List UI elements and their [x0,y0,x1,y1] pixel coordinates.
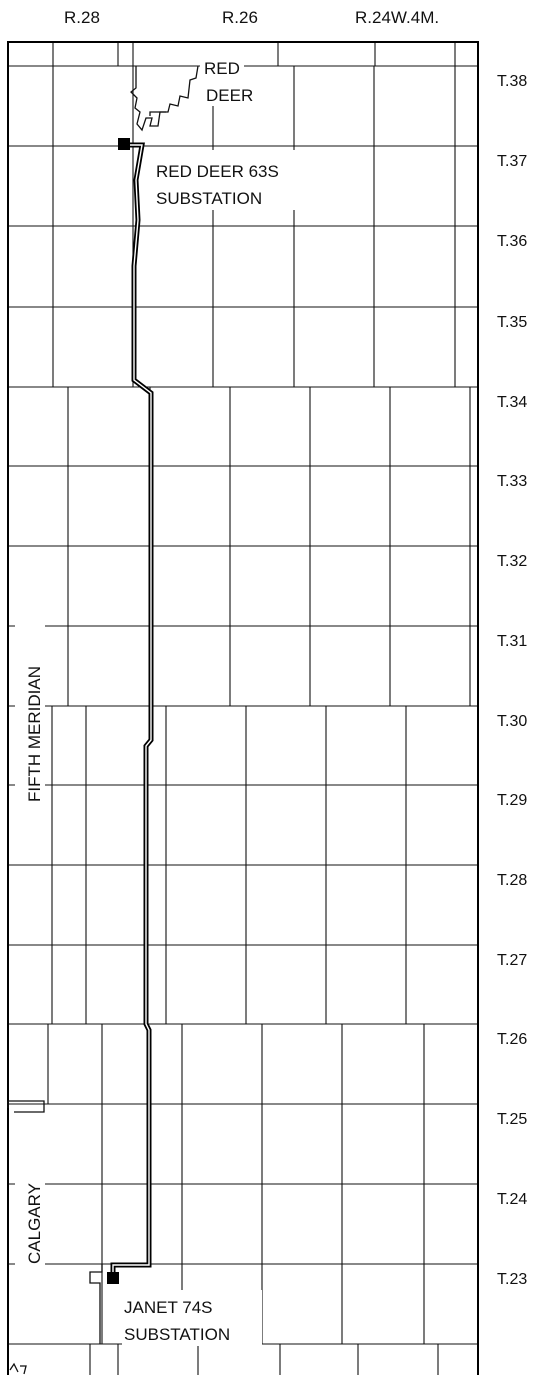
red-deer-substation-label-line2: SUBSTATION [156,189,262,208]
fifth-meridian-label-bg [15,625,45,810]
township-label: T.30 [497,713,527,730]
township-label: T.29 [497,792,527,809]
township-label: T.23 [497,1271,527,1288]
red-deer-label-bg [200,56,244,106]
red-deer-substation-marker [118,138,130,150]
range-label-r26: R.26 [222,8,258,27]
township-label: T.31 [497,633,527,650]
calgary-south-boundary [89,1264,103,1344]
township-label: T.28 [497,872,527,889]
transmission-line-route [110,142,154,1277]
range-label-r28: R.28 [64,8,100,27]
red-deer-label-line1: RED [204,59,240,78]
janet-substation-marker [107,1272,119,1284]
janet-substation-label-line2: SUBSTATION [124,1325,230,1344]
red-deer-city-boundary [130,65,199,132]
township-label: T.38 [497,73,527,90]
calgary-label: CALGARY [25,1183,44,1264]
range-label-r24: R.24W.4M. [355,8,439,27]
calgary-city-boundary [7,1100,45,1113]
township-label: T.26 [497,1031,527,1048]
janet-substation-label-bg [122,1290,262,1346]
township-label: T.36 [497,233,527,250]
red-deer-east-boundary [149,111,166,116]
calgary-label-bg [15,1170,45,1270]
map-frame [7,41,479,1375]
township-label: T.25 [497,1111,527,1128]
red-deer-substation-label-line1: RED DEER 63S [156,162,279,181]
township-labels: T.38 T.37 T.36 T.35 T.34 T.33 T.32 T.31 … [497,73,527,1288]
township-label: T.34 [497,394,527,411]
township-label: T.24 [497,1191,527,1208]
township-label: T.35 [497,314,527,331]
township-grid [8,42,479,1375]
township-label: T.32 [497,553,527,570]
township-label: T.27 [497,952,527,969]
township-label: T.33 [497,473,527,490]
janet-substation-label-line1: JANET 74S [124,1298,213,1317]
calgary-corner-mark [9,1362,27,1375]
red-deer-label-line2: DEER [206,86,253,105]
fifth-meridian-label: FIFTH MERIDIAN [25,666,44,802]
township-label: T.37 [497,153,527,170]
red-deer-substation-label-bg [154,150,312,210]
